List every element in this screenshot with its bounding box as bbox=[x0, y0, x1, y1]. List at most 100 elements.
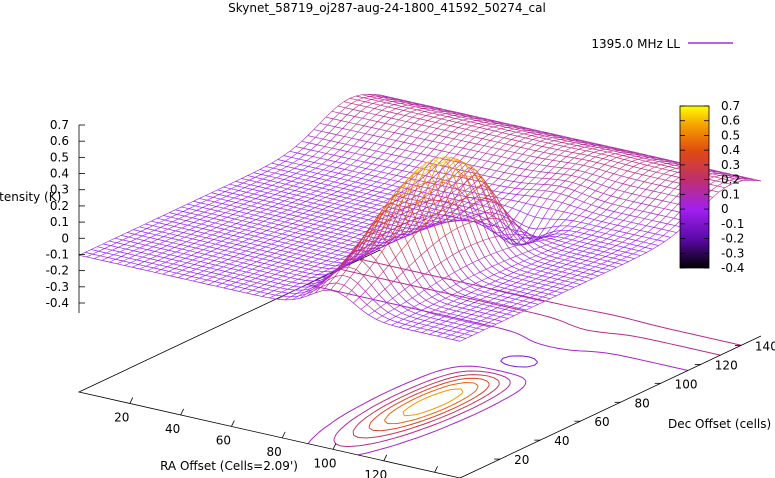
surface-line bbox=[561, 268, 569, 273]
surface-line bbox=[317, 173, 326, 176]
surface-line bbox=[392, 205, 399, 215]
surface-line bbox=[516, 159, 525, 163]
surface-line bbox=[470, 180, 478, 187]
surface-line bbox=[508, 158, 517, 161]
surface-line bbox=[340, 178, 348, 181]
surface-line bbox=[376, 201, 384, 206]
surface-line bbox=[485, 124, 494, 128]
surface-line bbox=[448, 180, 456, 183]
surface-line bbox=[514, 245, 523, 254]
surface-line bbox=[281, 288, 288, 293]
surface-line bbox=[450, 122, 457, 127]
surface-line bbox=[399, 236, 406, 240]
surface-line bbox=[293, 283, 300, 287]
surface-line bbox=[298, 154, 306, 160]
surface-line bbox=[641, 231, 649, 237]
surface-line bbox=[336, 163, 344, 168]
surface-line bbox=[626, 232, 635, 236]
surface-line bbox=[368, 108, 375, 114]
surface-line bbox=[421, 332, 430, 335]
surface-line bbox=[378, 99, 385, 102]
surface-line bbox=[528, 248, 535, 252]
surface-line bbox=[537, 280, 545, 284]
surface-line bbox=[643, 157, 652, 161]
surface-line bbox=[198, 211, 205, 216]
surface-line bbox=[471, 151, 479, 158]
surface-line bbox=[392, 101, 401, 104]
surface-line bbox=[310, 233, 318, 237]
surface-line bbox=[326, 147, 333, 154]
surface-line bbox=[625, 164, 634, 167]
surface-line bbox=[341, 180, 348, 184]
surface-line bbox=[330, 282, 337, 291]
surface-line bbox=[306, 184, 315, 187]
surface-line bbox=[521, 231, 529, 238]
surface-line bbox=[96, 246, 105, 249]
surface-line bbox=[495, 302, 504, 306]
surface-line bbox=[452, 194, 460, 200]
surface-line bbox=[391, 117, 399, 121]
surface-line bbox=[289, 173, 297, 177]
surface-line bbox=[113, 254, 122, 257]
surface-line bbox=[606, 203, 613, 210]
surface-line bbox=[717, 185, 725, 189]
surface-line bbox=[604, 201, 613, 205]
surface-line bbox=[497, 263, 507, 270]
surface-line bbox=[560, 288, 569, 291]
surface-line bbox=[387, 104, 395, 108]
surface-line bbox=[351, 137, 360, 141]
surface-line bbox=[363, 125, 372, 128]
surface-line bbox=[442, 120, 450, 125]
surface-line bbox=[336, 229, 345, 232]
surface-line bbox=[605, 233, 614, 236]
surface-line bbox=[212, 196, 221, 200]
surface-line bbox=[293, 285, 302, 288]
surface-line bbox=[188, 245, 196, 249]
surface-line bbox=[415, 129, 424, 133]
surface-line bbox=[259, 270, 268, 273]
surface-line bbox=[273, 207, 281, 212]
surface-line bbox=[529, 258, 538, 262]
surface-line bbox=[462, 119, 471, 123]
surface-line bbox=[398, 119, 407, 122]
surface-line bbox=[527, 214, 536, 218]
surface-line bbox=[462, 216, 471, 220]
surface-line bbox=[554, 161, 561, 168]
surface-line bbox=[515, 296, 522, 300]
surface-line bbox=[394, 224, 403, 238]
surface-line bbox=[308, 186, 315, 190]
surface-line bbox=[332, 233, 339, 238]
surface-line bbox=[610, 248, 618, 251]
surface-line bbox=[183, 253, 192, 256]
surface-line bbox=[595, 266, 603, 269]
surface-line bbox=[378, 227, 386, 231]
surface-line bbox=[366, 214, 375, 218]
surface-line bbox=[549, 274, 557, 278]
surface-line bbox=[471, 289, 478, 293]
surface-line bbox=[276, 257, 285, 260]
surface-line bbox=[281, 291, 290, 294]
surface-line bbox=[380, 302, 387, 308]
surface-line bbox=[119, 248, 127, 253]
surface-line bbox=[296, 172, 304, 176]
surface-line bbox=[520, 142, 527, 148]
surface-line bbox=[370, 241, 377, 246]
surface-line bbox=[307, 162, 315, 167]
surface-line bbox=[523, 229, 530, 235]
surface-line bbox=[590, 162, 598, 168]
surface-line bbox=[297, 258, 306, 261]
surface-line bbox=[336, 167, 345, 170]
surface-line bbox=[418, 113, 427, 116]
surface-line bbox=[246, 292, 255, 296]
surface-line bbox=[437, 207, 444, 213]
surface-line bbox=[297, 177, 306, 181]
surface-line bbox=[189, 226, 196, 231]
surface-line bbox=[486, 126, 494, 130]
surface-line bbox=[342, 223, 349, 227]
surface-line bbox=[485, 152, 494, 156]
surface-line bbox=[592, 148, 600, 151]
surface-line bbox=[385, 216, 393, 222]
surface-line bbox=[121, 235, 129, 238]
surface-line bbox=[477, 311, 486, 314]
surface-line bbox=[147, 270, 156, 273]
